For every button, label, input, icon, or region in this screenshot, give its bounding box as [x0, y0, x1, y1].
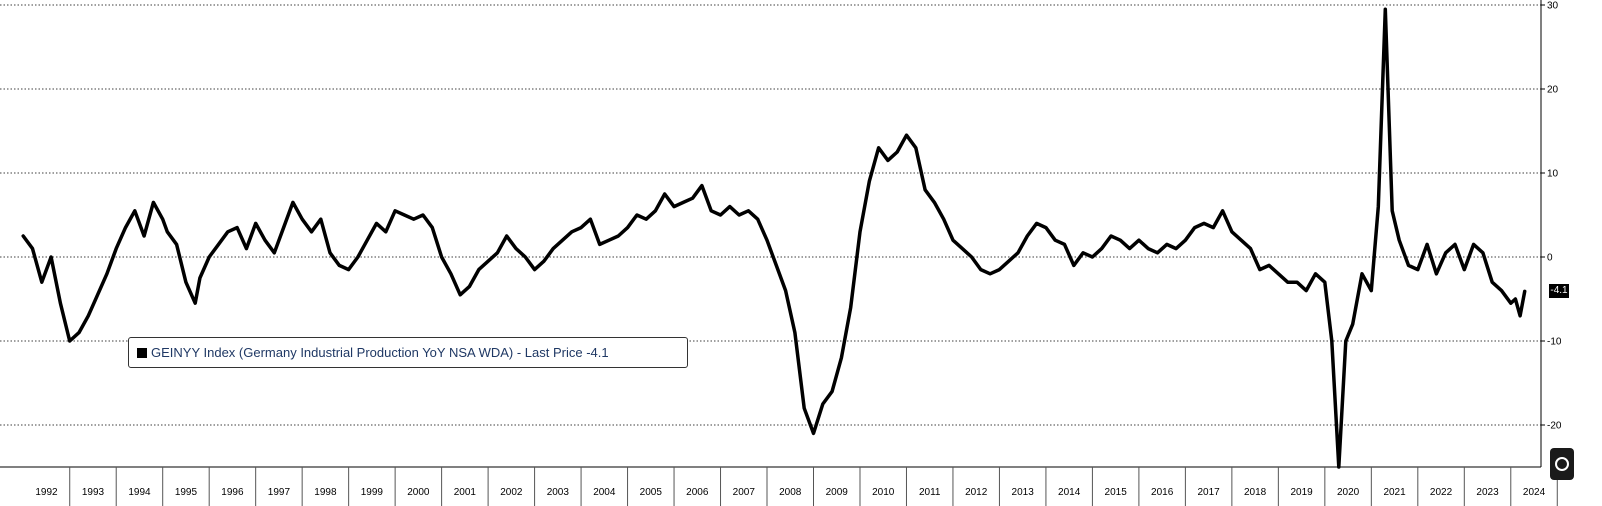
- x-tick-label: 2005: [640, 487, 663, 498]
- last-value-badge: -4.1: [1549, 284, 1569, 299]
- x-tick-label: 2018: [1244, 487, 1267, 498]
- x-tick-label: 2015: [1105, 487, 1128, 498]
- x-tick-label: 1993: [82, 487, 105, 498]
- x-tick-label: 2020: [1337, 487, 1360, 498]
- x-tick-label: 2006: [686, 487, 709, 498]
- chart-settings-button[interactable]: [1550, 448, 1574, 480]
- x-tick-label: 2017: [1198, 487, 1221, 498]
- x-tick-label: 2008: [779, 487, 802, 498]
- x-tick-label: 2014: [1058, 487, 1081, 498]
- x-tick-label: 1995: [175, 487, 198, 498]
- x-tick-label: 1999: [361, 487, 384, 498]
- settings-knob-icon: [1555, 457, 1569, 471]
- y-tick-label: -20: [1547, 421, 1562, 432]
- x-tick-label: 2000: [407, 487, 430, 498]
- x-tick-label: 1998: [314, 487, 337, 498]
- series-layer: [21, 7, 1527, 469]
- x-tick-label: 2007: [733, 487, 756, 498]
- legend-swatch: [137, 347, 147, 358]
- x-tick-label: 1997: [268, 487, 291, 498]
- x-tick-label: 2011: [919, 487, 941, 498]
- x-tick-label: 2016: [1151, 487, 1174, 498]
- x-tick-label: 1994: [128, 487, 151, 498]
- x-tick-label: 2013: [1012, 487, 1035, 498]
- x-tick-label: 2002: [500, 487, 523, 498]
- x-tick-label: 2001: [454, 487, 477, 498]
- x-tick-label: 2019: [1290, 487, 1313, 498]
- series-line: [21, 7, 1527, 469]
- x-tick-label: 2012: [965, 487, 988, 498]
- x-tick-label: 1992: [35, 487, 58, 498]
- y-tick-label: 10: [1547, 169, 1559, 180]
- x-tick-label: 2023: [1476, 487, 1499, 498]
- y-tick-label: 0: [1547, 253, 1553, 264]
- legend-label: GEINYY Index (Germany Industrial Product…: [151, 345, 609, 360]
- y-tick-label: -10: [1547, 337, 1562, 348]
- legend: GEINYY Index (Germany Industrial Product…: [128, 337, 688, 368]
- x-tick-label: 2022: [1430, 487, 1453, 498]
- x-tick-label: 2004: [593, 487, 616, 498]
- x-tick-label: 2003: [547, 487, 570, 498]
- x-tick-label: 1996: [221, 487, 244, 498]
- y-axis-ticks: 30 20 10 0 -10 -20: [1540, 0, 1562, 467]
- y-tick-label: 30: [1547, 1, 1559, 12]
- x-tick-label: 2009: [826, 487, 849, 498]
- x-axis: 1992 1993 1994 1995 1996 1997 1998 1999 2000 2001…: [0, 466, 1558, 506]
- x-tick-label: 2010: [872, 487, 895, 498]
- x-tick-label: 2024: [1523, 487, 1546, 498]
- y-tick-label: 20: [1547, 85, 1559, 96]
- grid-lines: [0, 4, 1541, 426]
- x-tick-label: 2021: [1383, 487, 1406, 498]
